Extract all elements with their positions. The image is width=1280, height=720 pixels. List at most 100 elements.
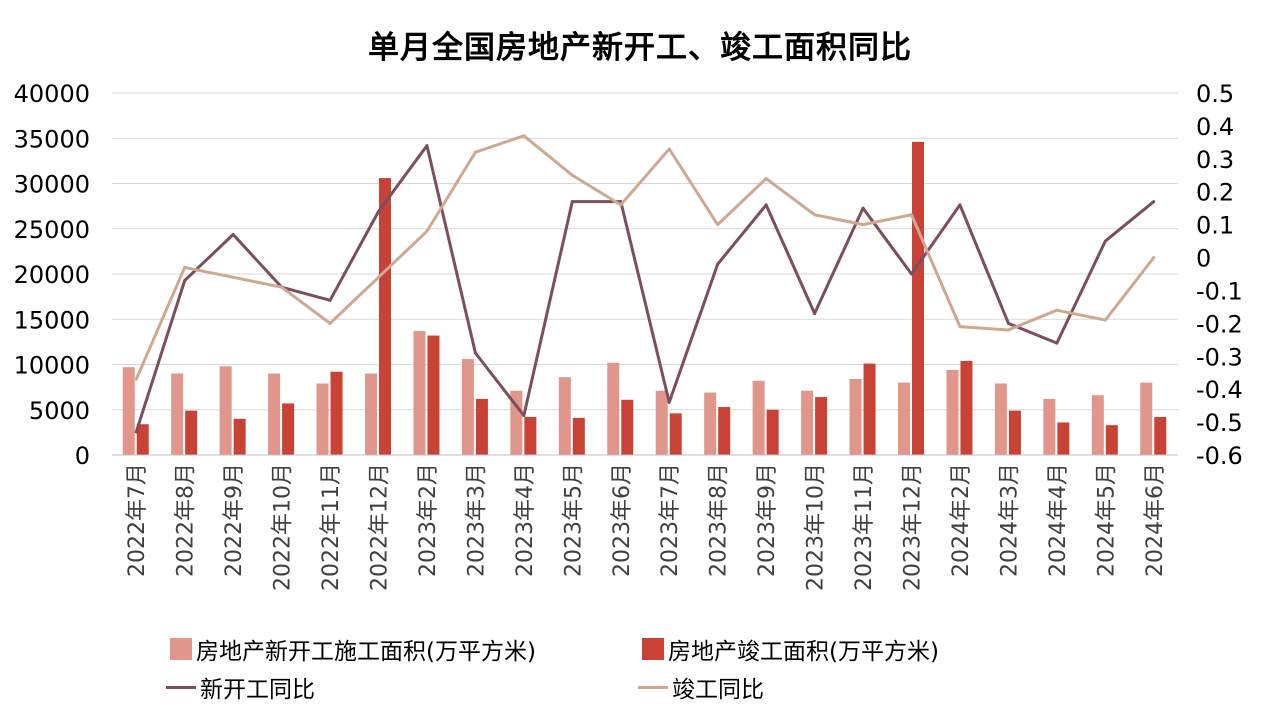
point-new-starts-yoy bbox=[764, 203, 768, 207]
point-new-starts-yoy bbox=[522, 414, 526, 418]
point-completed-yoy bbox=[1006, 328, 1010, 332]
x-axis-tick-label: 2023年5月 bbox=[561, 463, 586, 577]
bar-new-starts-area bbox=[655, 390, 668, 455]
left-axis-tick-label: 10000 bbox=[14, 352, 90, 380]
point-completed-yoy bbox=[667, 147, 671, 151]
bar-completed-area bbox=[1057, 422, 1070, 455]
point-new-starts-yoy bbox=[183, 279, 187, 283]
left-axis-tick-label: 35000 bbox=[14, 125, 90, 153]
legend-item-completed-yoy: 竣工同比 bbox=[638, 670, 764, 704]
point-completed-yoy bbox=[280, 285, 284, 289]
x-axis-tick-label: 2024年2月 bbox=[949, 463, 974, 577]
point-completed-yoy bbox=[619, 203, 623, 207]
bar-completed-area bbox=[766, 409, 779, 455]
bar-completed-area bbox=[185, 410, 198, 455]
right-axis-tick-label: -0.2 bbox=[1196, 310, 1243, 338]
line-completed-yoy bbox=[134, 134, 1155, 380]
left-axis-tick-label: 5000 bbox=[29, 397, 90, 425]
right-axis-tick-label: 0.3 bbox=[1196, 146, 1234, 174]
x-axis-tick-label: 2024年6月 bbox=[1143, 463, 1168, 577]
right-axis-tick-label: 0.4 bbox=[1196, 113, 1234, 141]
left-axis-tick-label: 15000 bbox=[14, 306, 90, 334]
x-axis-tick-label: 2023年2月 bbox=[416, 463, 441, 577]
bar-new-starts-area bbox=[316, 383, 329, 455]
x-axis-tick-label: 2023年3月 bbox=[464, 463, 489, 577]
bar-completed-area bbox=[718, 407, 731, 455]
bar-new-starts-area bbox=[946, 369, 959, 455]
right-axis-tick-label: -0.5 bbox=[1196, 409, 1243, 437]
bar-new-starts-area bbox=[704, 392, 717, 455]
bar-completed-area bbox=[815, 397, 828, 455]
point-completed-yoy bbox=[813, 213, 817, 217]
x-axis-tick-label: 2022年8月 bbox=[174, 463, 199, 577]
right-axis-tick-label: 0.2 bbox=[1196, 179, 1234, 207]
legend-swatch-completed-area bbox=[642, 638, 664, 660]
bar-new-starts-area bbox=[558, 377, 571, 455]
bar-completed-area bbox=[863, 363, 876, 455]
x-axis-tick-label: 2022年7月 bbox=[125, 463, 150, 577]
bar-completed-area bbox=[912, 141, 924, 455]
bar-completed-area bbox=[475, 398, 488, 455]
bar-new-starts-area bbox=[122, 367, 135, 455]
bar-completed-area bbox=[427, 335, 440, 455]
point-new-starts-yoy bbox=[1055, 341, 1059, 345]
point-completed-yoy bbox=[958, 325, 962, 329]
bar-completed-area bbox=[524, 416, 537, 455]
x-axis-tick-label: 2023年6月 bbox=[610, 463, 635, 577]
x-axis-tick-label: 2023年7月 bbox=[658, 463, 683, 577]
bar-new-starts-area bbox=[510, 390, 523, 455]
right-axis-tick-label: 0.5 bbox=[1196, 80, 1234, 108]
legend-swatch-completed-yoy bbox=[638, 685, 668, 689]
bar-new-starts-area bbox=[898, 382, 910, 455]
point-completed-yoy bbox=[183, 265, 187, 269]
legend-label-completed-yoy: 竣工同比 bbox=[672, 677, 764, 703]
point-completed-yoy bbox=[910, 213, 913, 217]
point-new-starts-yoy bbox=[425, 144, 429, 148]
bar-new-starts-area bbox=[801, 390, 814, 455]
legend-label-new-starts-area: 房地产新开工施工面积(万平方米) bbox=[196, 639, 536, 665]
bar-new-starts-area bbox=[219, 366, 232, 455]
x-axis-tick-label: 2023年10月 bbox=[804, 463, 829, 591]
point-new-starts-yoy bbox=[716, 262, 720, 266]
point-new-starts-yoy bbox=[861, 206, 865, 210]
point-new-starts-yoy bbox=[1006, 321, 1010, 325]
bar-new-starts-area bbox=[752, 380, 765, 455]
legend-label-completed-area: 房地产竣工面积(万平方米) bbox=[668, 639, 939, 665]
bar-completed-area bbox=[1105, 425, 1118, 455]
point-completed-yoy bbox=[377, 275, 380, 279]
x-axis-tick-label: 2022年10月 bbox=[271, 463, 296, 591]
bar-completed-area bbox=[669, 413, 682, 455]
legend-swatch-new-starts-area bbox=[170, 638, 192, 660]
left-axis-tick-label: 20000 bbox=[14, 261, 90, 289]
point-completed-yoy bbox=[861, 223, 865, 227]
right-axis-tick-label: -0.4 bbox=[1196, 376, 1243, 404]
point-new-starts-yoy bbox=[1103, 239, 1107, 243]
bar-new-starts-area bbox=[607, 362, 620, 455]
x-axis-tick-label: 2022年11月 bbox=[319, 463, 344, 591]
left-axis-tick-label: 40000 bbox=[14, 80, 90, 108]
point-completed-yoy bbox=[473, 150, 477, 154]
left-axis-tick-label: 25000 bbox=[14, 216, 90, 244]
point-new-starts-yoy bbox=[570, 200, 574, 204]
legend-item-new-starts-yoy: 新开工同比 bbox=[166, 670, 315, 704]
bar-new-starts-area bbox=[994, 383, 1007, 455]
point-new-starts-yoy bbox=[473, 351, 477, 355]
point-completed-yoy bbox=[425, 229, 429, 233]
bar-completed-area bbox=[136, 424, 149, 455]
point-new-starts-yoy bbox=[958, 203, 962, 207]
right-axis-tick-label: -0.6 bbox=[1196, 442, 1243, 470]
x-axis-tick-label: 2023年12月 bbox=[901, 463, 926, 591]
bar-new-starts-area bbox=[268, 373, 281, 455]
x-axis-tick-label: 2022年12月 bbox=[368, 463, 393, 591]
point-completed-yoy bbox=[328, 321, 332, 325]
bar-completed-area bbox=[960, 360, 973, 455]
bar-new-starts-area bbox=[849, 378, 862, 455]
legend-item-completed-area: 房地产竣工面积(万平方米) bbox=[642, 632, 939, 666]
bar-completed-area bbox=[1154, 416, 1167, 455]
bar-completed-area bbox=[379, 178, 391, 455]
point-completed-yoy bbox=[764, 177, 768, 181]
legend-item-new-starts-area: 房地产新开工施工面积(万平方米) bbox=[170, 632, 536, 666]
right-axis-tick-label: 0 bbox=[1196, 245, 1211, 273]
point-new-starts-yoy bbox=[667, 400, 671, 404]
